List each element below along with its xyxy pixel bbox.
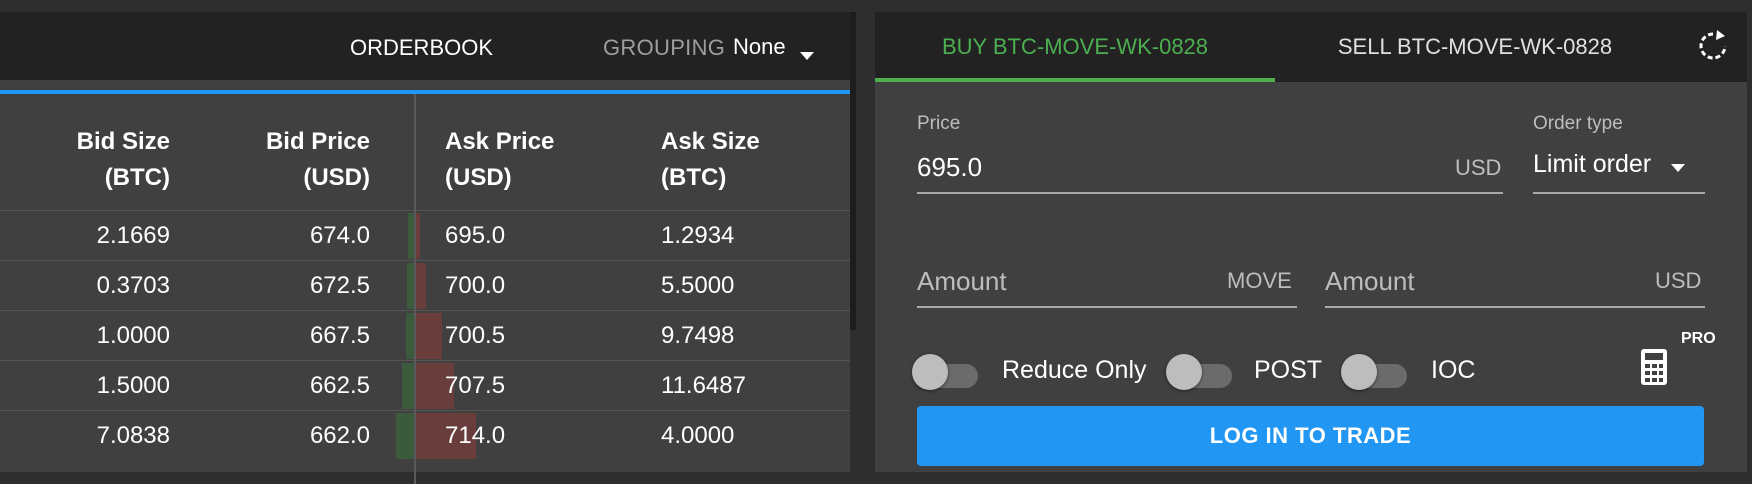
ask-depth-bar — [416, 263, 426, 309]
ask-depth-bar — [416, 213, 420, 259]
amount-move-suffix: MOVE — [1227, 268, 1292, 293]
price-input-underline — [917, 192, 1503, 194]
ask-price-cell: 700.0 — [445, 272, 506, 299]
column-header-bid-size-line2: (BTC) — [104, 164, 170, 191]
post-label: POST — [1254, 356, 1323, 384]
amount-usd-input[interactable]: Amount — [1325, 266, 1415, 296]
bid-size-cell: 7.0838 — [96, 422, 170, 449]
bid-depth-bar — [406, 313, 414, 359]
orderbook-panel: ORDERBOOK GROUPING None Bid Size (BTC) B… — [0, 12, 850, 484]
table-row[interactable]: 1.0000 667.5 700.5 9.7498 — [0, 310, 850, 361]
table-row[interactable]: 7.0838 662.0 714.0 4.0000 — [0, 410, 850, 461]
ask-depth-bar — [416, 413, 476, 459]
column-header-ask-size-line1: Ask Size — [661, 128, 760, 155]
ask-depth-bar — [416, 363, 454, 409]
chevron-down-icon[interactable] — [800, 52, 814, 60]
ask-size-cell: 9.7498 — [661, 322, 735, 349]
reduce-only-label: Reduce Only — [1002, 356, 1147, 384]
price-currency-suffix: USD — [1455, 155, 1502, 180]
bid-size-cell: 2.1669 — [96, 222, 170, 249]
ioc-label: IOC — [1431, 356, 1476, 384]
toggle-thumb — [1341, 354, 1377, 390]
toggle-thumb — [912, 354, 948, 390]
price-input[interactable]: 695.0 — [917, 152, 983, 182]
orderbook-header: ORDERBOOK GROUPING None — [0, 12, 850, 80]
price-label: Price — [917, 113, 961, 134]
amount-usd-underline — [1325, 306, 1705, 308]
ask-size-cell: 5.5000 — [661, 272, 735, 299]
bid-price-cell: 662.0 — [309, 422, 370, 449]
column-header-bid-price-line2: (USD) — [303, 164, 370, 191]
refresh-icon[interactable] — [1695, 28, 1731, 64]
pro-badge[interactable]: PRO — [1681, 330, 1716, 347]
tab-sell[interactable]: SELL BTC-MOVE-WK-0828 — [1337, 34, 1613, 59]
amount-usd-suffix: USD — [1655, 268, 1702, 293]
bid-price-cell: 667.5 — [309, 322, 370, 349]
bid-price-cell: 672.5 — [309, 272, 370, 299]
bid-size-cell: 0.3703 — [96, 272, 170, 299]
trade-tabs: BUY BTC-MOVE-WK-0828 SELL BTC-MOVE-WK-08… — [875, 12, 1747, 82]
column-header-ask-price-line2: (USD) — [445, 164, 512, 191]
column-header-ask-size: Ask Size (BTC) — [661, 124, 821, 196]
bid-depth-bar — [396, 413, 414, 459]
ask-depth-bar — [416, 313, 442, 359]
column-header-ask-price-line1: Ask Price — [445, 128, 555, 155]
order-type-select[interactable]: Limit order — [1533, 150, 1652, 178]
order-type-label: Order type — [1533, 113, 1623, 134]
ask-price-cell: 707.5 — [445, 372, 506, 399]
post-toggle[interactable] — [1166, 352, 1234, 392]
bid-price-cell: 674.0 — [309, 222, 370, 249]
table-row[interactable]: 2.1669 674.0 695.0 1.2934 — [0, 210, 850, 261]
bid-depth-bar — [407, 263, 414, 309]
log-in-to-trade-button[interactable]: LOG IN TO TRADE — [917, 406, 1704, 466]
column-header-ask-price: Ask Price (USD) — [445, 124, 605, 196]
ask-size-cell: 1.2934 — [661, 222, 735, 249]
column-header-ask-size-line2: (BTC) — [661, 164, 727, 191]
bid-depth-bar — [408, 213, 414, 259]
amount-move-underline — [917, 306, 1297, 308]
ioc-toggle[interactable] — [1341, 352, 1409, 392]
chevron-down-icon[interactable] — [1671, 164, 1685, 172]
column-header-bid-size-line1: Bid Size — [76, 128, 170, 155]
ask-price-cell: 714.0 — [445, 422, 506, 449]
ask-size-cell: 4.0000 — [661, 422, 735, 449]
ask-price-cell: 700.5 — [445, 322, 506, 349]
grouping-label: GROUPING — [603, 35, 726, 60]
calculator-icon[interactable] — [1640, 348, 1668, 386]
bid-ask-divider — [414, 94, 416, 484]
amount-move-input[interactable]: Amount — [917, 266, 1007, 296]
column-header-bid-size: Bid Size (BTC) — [40, 124, 170, 196]
orderbook-title: ORDERBOOK — [350, 35, 494, 60]
toggle-thumb — [1166, 354, 1202, 390]
bid-size-cell: 1.5000 — [96, 372, 170, 399]
trade-panel: BUY BTC-MOVE-WK-0828 SELL BTC-MOVE-WK-08… — [875, 12, 1747, 472]
tab-buy[interactable]: BUY BTC-MOVE-WK-0828 — [941, 34, 1209, 59]
column-header-bid-price-line1: Bid Price — [265, 128, 370, 155]
ask-size-cell: 11.6487 — [661, 372, 746, 399]
bid-price-cell: 662.5 — [309, 372, 370, 399]
ask-price-cell: 695.0 — [445, 222, 506, 249]
table-row[interactable]: 1.5000 662.5 707.5 11.6487 — [0, 360, 850, 411]
reduce-only-toggle[interactable] — [912, 352, 980, 392]
tab-indicator — [875, 78, 1275, 82]
table-row[interactable]: 0.3703 672.5 700.0 5.5000 — [0, 260, 850, 311]
bid-depth-bar — [402, 363, 414, 409]
column-header-bid-price: Bid Price (USD) — [230, 124, 370, 196]
orderbook-scrollbar[interactable] — [850, 12, 856, 330]
grouping-select[interactable]: None — [733, 34, 786, 59]
order-type-underline — [1533, 192, 1705, 194]
bid-size-cell: 1.0000 — [96, 322, 170, 349]
orderbook-tab-indicator — [0, 90, 850, 94]
